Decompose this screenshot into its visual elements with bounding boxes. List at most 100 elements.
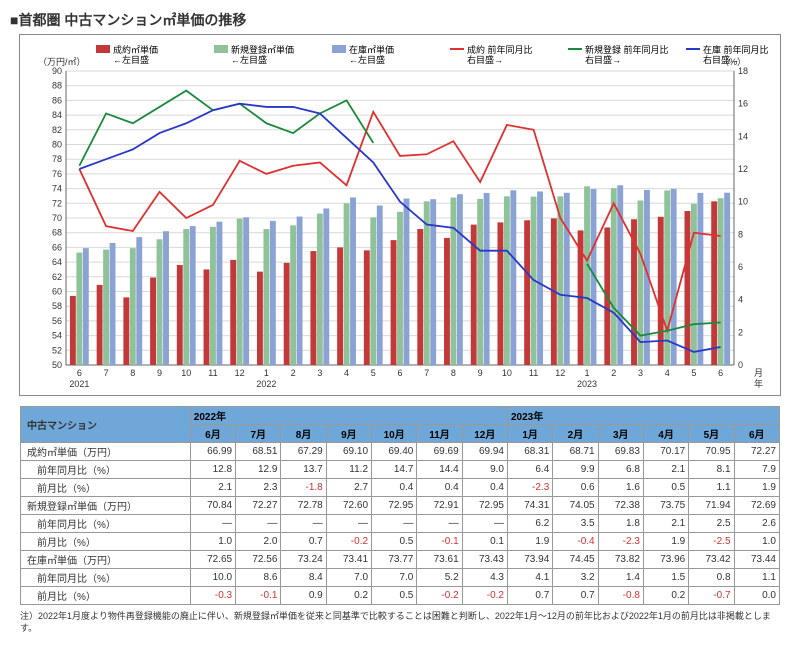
cell: 73.82 [598,551,643,569]
cell: 1.6 [598,479,643,497]
cell: 1.8 [598,515,643,533]
cell: 2.1 [190,479,235,497]
svg-text:64: 64 [52,257,62,267]
cell: -1.8 [281,479,326,497]
bar [724,193,730,365]
bar [190,226,196,365]
bar [417,229,423,365]
svg-text:86: 86 [52,95,62,105]
cell: 3.5 [553,515,598,533]
row-header: 前年同月比（%） [21,461,191,479]
svg-text:在庫㎡単価: 在庫㎡単価 [349,44,394,55]
bar [216,222,222,365]
svg-text:80: 80 [52,140,62,150]
bar [103,250,109,365]
cell: 2.0 [236,533,281,551]
bar [317,214,323,365]
cell: 14.4 [417,461,462,479]
cell: 69.83 [598,443,643,461]
cell: 2.1 [643,515,688,533]
cell: 0.2 [643,587,688,605]
cell: -2.3 [598,533,643,551]
cell: 70.17 [643,443,688,461]
cell: 73.24 [281,551,326,569]
svg-text:18: 18 [738,66,748,76]
svg-text:4: 4 [344,368,349,378]
data-table-host: 中古マンション2022年2023年6月7月8月9月10月11月12月1月2月3月… [10,406,790,605]
cell: 72.65 [190,551,235,569]
bar [397,212,403,365]
month-header: 2月 [553,425,598,443]
bar [263,229,269,365]
footnote: 注）2022年1月度より物件再登録機能の廃止に伴い、新規登録㎡単価を従来と同基準… [20,611,780,634]
cell: 73.94 [507,551,552,569]
bar [444,238,450,365]
month-header: 9月 [326,425,371,443]
bar [477,199,483,365]
year-header: 2023年 [507,407,779,425]
cell: 1.0 [734,533,779,551]
cell: -0.2 [417,587,462,605]
bar [364,250,370,365]
svg-text:9: 9 [157,368,162,378]
bar [658,217,664,365]
bar [297,217,303,365]
svg-text:7: 7 [104,368,109,378]
bar [83,248,89,365]
cell: 68.51 [236,443,281,461]
svg-text:2022: 2022 [256,379,276,389]
bar [484,193,490,365]
cell: 1.0 [190,533,235,551]
svg-text:50: 50 [52,360,62,370]
cell: 2.3 [236,479,281,497]
cell: 0.0 [734,587,779,605]
svg-text:1: 1 [585,368,590,378]
svg-text:82: 82 [52,125,62,135]
svg-text:在庫 前年同月比: 在庫 前年同月比 [703,44,769,55]
cell: 7.0 [372,569,417,587]
bar [157,239,163,365]
cell: — [462,515,507,533]
cell: 13.7 [281,461,326,479]
bar [671,189,677,365]
cell: 8.6 [236,569,281,587]
bar [685,211,691,365]
svg-text:74: 74 [52,184,62,194]
cell: 72.91 [417,497,462,515]
svg-text:14: 14 [738,131,748,141]
cell: 6.2 [507,515,552,533]
row-header: 前月比（%） [21,479,191,497]
bar [510,190,516,365]
cell: 66.99 [190,443,235,461]
svg-text:6: 6 [738,262,743,272]
bar [504,196,510,365]
cell: 74.05 [553,497,598,515]
bar [183,229,189,365]
cell: 73.77 [372,551,417,569]
row-header: 前月比（%） [21,533,191,551]
chart-container: 成約㎡単価←左目盛新規登録㎡単価←左目盛在庫㎡単価←左目盛成約 前年同月比右目盛… [19,34,781,396]
cell: 72.27 [734,443,779,461]
cell: 0.7 [553,587,598,605]
cell: 5.2 [417,569,462,587]
svg-text:2021: 2021 [69,379,89,389]
svg-text:2: 2 [291,368,296,378]
svg-text:2: 2 [738,327,743,337]
svg-text:6: 6 [397,368,402,378]
svg-text:8: 8 [738,229,743,239]
svg-text:12: 12 [235,368,245,378]
cell: 8.4 [281,569,326,587]
cell: 71.94 [689,497,734,515]
month-header: 4月 [643,425,688,443]
cell: 73.44 [734,551,779,569]
svg-text:88: 88 [52,81,62,91]
cell: 72.69 [734,497,779,515]
combo-chart: 成約㎡単価←左目盛新規登録㎡単価←左目盛在庫㎡単価←左目盛成約 前年同月比右目盛… [20,35,780,395]
svg-text:月: 月 [754,368,763,378]
cell: 4.3 [462,569,507,587]
cell: -0.4 [553,533,598,551]
cell: -2.5 [689,533,734,551]
year-header: 2022年 [190,407,507,425]
cell: 72.60 [326,497,371,515]
cell: 68.31 [507,443,552,461]
